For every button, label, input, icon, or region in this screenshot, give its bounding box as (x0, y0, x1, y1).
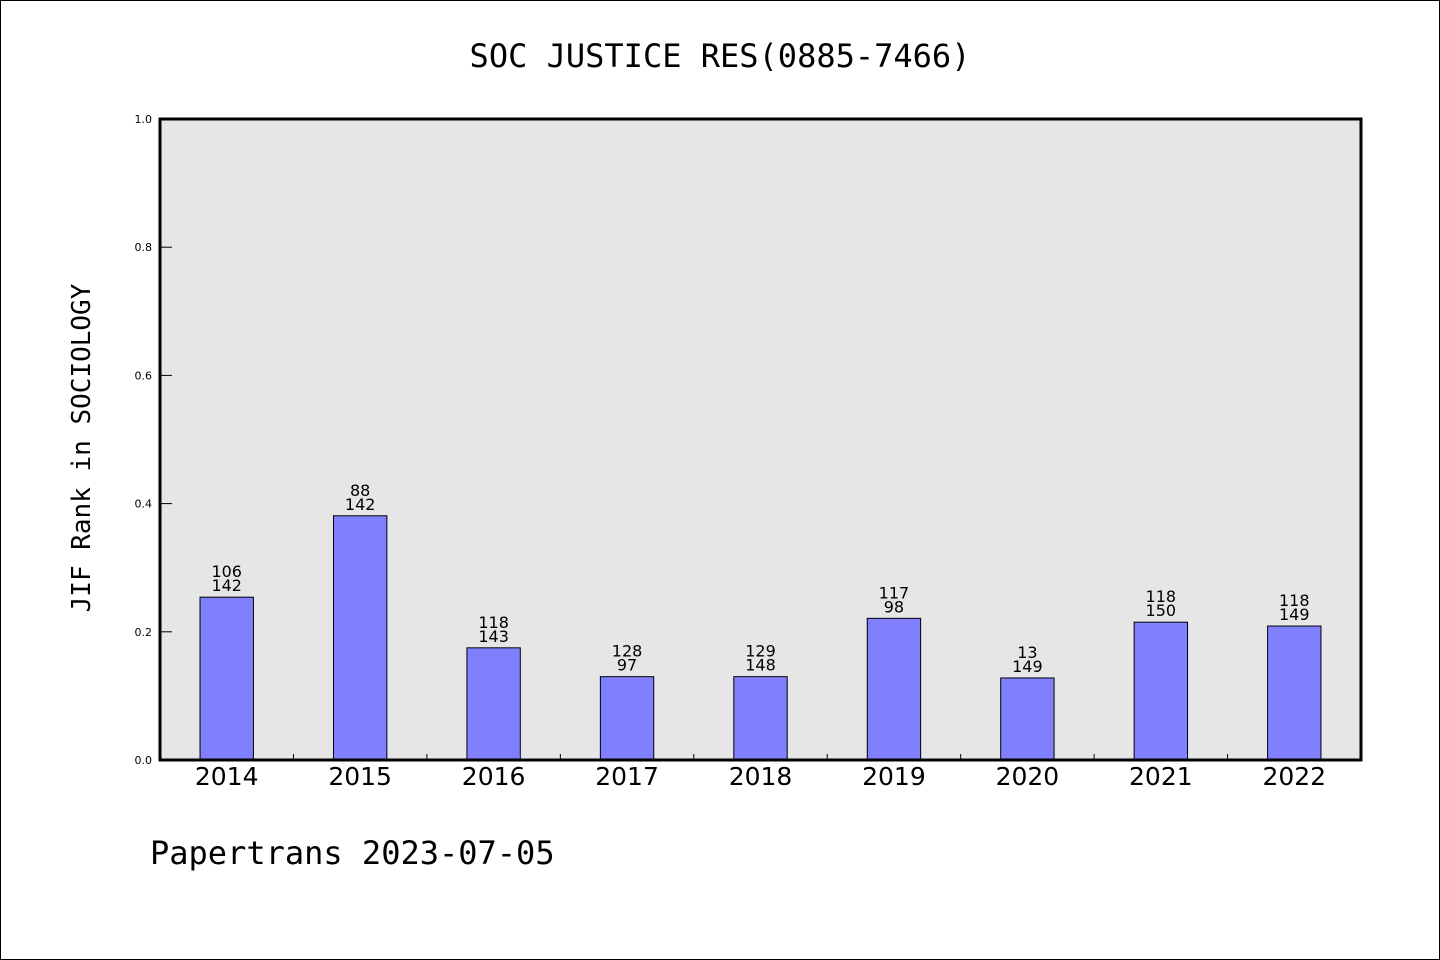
bar-label-bottom: 97 (617, 656, 637, 675)
y-axis-label: JIF Rank in SOCIOLOGY (67, 283, 97, 612)
bar-label-top: 128 (612, 642, 643, 661)
y-axis: 0.0 0.2 0.4 0.6 0.8 1.0 (135, 113, 172, 767)
bar (332, 515, 388, 761)
bar-label-top: 118 (1146, 587, 1177, 606)
y-tick-label: 0.6 (135, 369, 153, 382)
bar (733, 676, 788, 761)
bar-label-bottom: 98 (884, 597, 904, 616)
bar-label-top: 118 (1279, 591, 1310, 610)
bar-label-bottom: 142 (345, 495, 376, 514)
x-tick-label: 2019 (862, 762, 926, 791)
bar (1000, 677, 1055, 761)
bar (1267, 625, 1322, 761)
y-tick-label: 0.0 (135, 754, 153, 767)
x-tick-label: 2022 (1262, 762, 1326, 791)
bar (199, 596, 254, 761)
bar-label-top: 106 (211, 562, 242, 581)
x-axis: 2014 2015 2016 2017 2018 2019 2020 2021 2022 (195, 754, 1326, 791)
bar-annotations: 1061428814211814312897129148117981314911… (211, 481, 1309, 676)
bar-label-top: 13 (1017, 643, 1037, 662)
x-tick-label: 2016 (462, 762, 526, 791)
x-tick-label: 2021 (1129, 762, 1193, 791)
bar (866, 617, 922, 761)
bar (466, 647, 521, 761)
chart-title: SOC JUSTICE RES(0885-7466) (470, 37, 971, 75)
x-tick-label: 2014 (195, 762, 259, 791)
bar (1133, 621, 1189, 761)
y-tick-label: 0.4 (135, 498, 153, 511)
y-tick-label: 0.2 (135, 626, 153, 639)
bar-label-top: 117 (879, 583, 910, 602)
bar-label-bottom: 149 (1279, 605, 1310, 624)
x-tick-label: 2015 (328, 762, 392, 791)
bar-label-bottom: 142 (211, 576, 242, 595)
bar-label-top: 88 (350, 481, 370, 500)
x-tick-label: 2018 (729, 762, 793, 791)
y-tick-label: 1.0 (135, 113, 153, 126)
bar-label-bottom: 149 (1012, 657, 1043, 676)
bar-label-top: 118 (478, 613, 509, 632)
bar-label-bottom: 150 (1146, 601, 1177, 620)
bar-label-bottom: 143 (478, 627, 509, 646)
bar-label-top: 129 (745, 642, 776, 661)
bar-label-bottom: 148 (745, 656, 776, 675)
x-tick-label: 2020 (996, 762, 1060, 791)
footer-credit: Papertrans 2023-07-05 (150, 834, 555, 872)
x-tick-label: 2017 (595, 762, 659, 791)
plot-frame (158, 117, 1363, 762)
bar-series (199, 515, 1322, 761)
y-tick-label: 0.8 (135, 241, 153, 254)
bar (599, 676, 655, 761)
